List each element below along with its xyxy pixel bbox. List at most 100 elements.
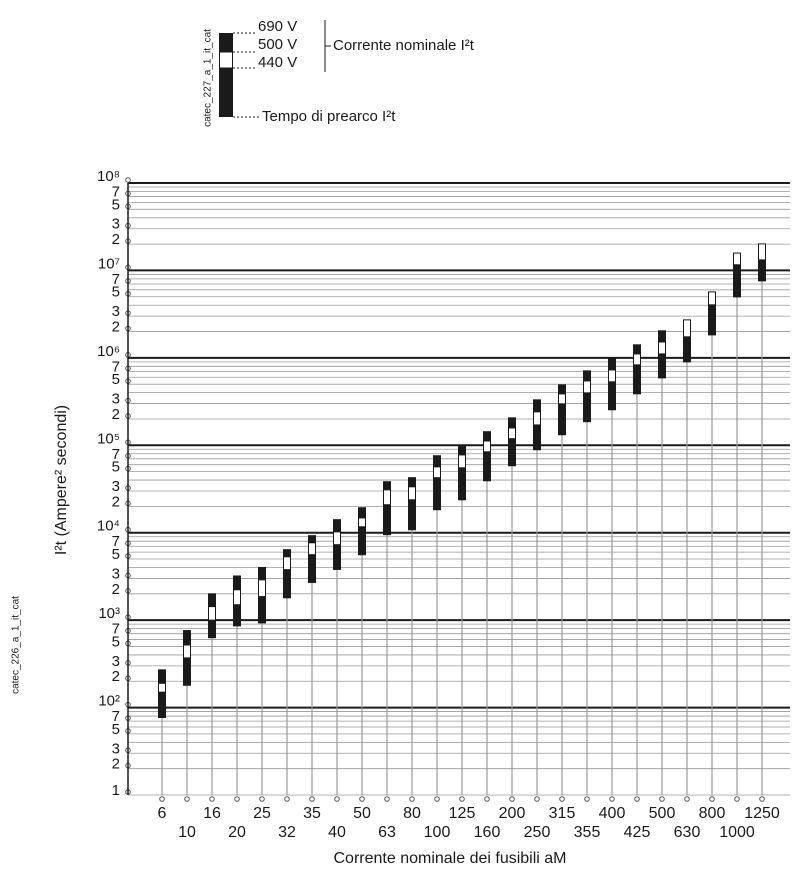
bar-segment	[383, 489, 391, 506]
bar-segment	[283, 556, 291, 571]
y-tick-label: 5	[112, 633, 120, 650]
x-tick-mark	[459, 796, 465, 802]
y-tick-label: 3	[112, 740, 120, 757]
bar-segment	[633, 353, 641, 366]
y-tick-label: 2	[112, 581, 120, 598]
y-tick-label: 7	[112, 621, 120, 638]
bar-segment	[508, 417, 516, 429]
y-tick-label: 7	[112, 533, 120, 550]
bar-segment	[658, 330, 666, 343]
x-tick-label: 425	[624, 824, 651, 841]
y-tick-label: 3	[112, 653, 120, 670]
bar-segment	[283, 569, 291, 599]
bar-segment	[333, 544, 341, 570]
y-tick-label: 10⁸	[97, 168, 120, 185]
x-tick-label: 35	[303, 805, 321, 822]
x-tick-mark	[184, 796, 190, 802]
y-tick-label: 3	[112, 565, 120, 582]
x-tick-mark	[534, 796, 540, 802]
x-tick-label: 63	[378, 824, 396, 841]
y-tick-label: 2	[112, 493, 120, 510]
x-axis-label: Corrente nominale dei fusibili aM	[334, 850, 567, 867]
x-tick-mark	[659, 796, 665, 802]
y-tick-label: 10⁷	[98, 255, 120, 272]
y-tick-label: 1	[112, 782, 120, 799]
bar-segment	[758, 259, 766, 282]
x-tick-mark	[509, 796, 515, 802]
y-tick-label: 3	[112, 216, 120, 233]
bar-segment	[608, 357, 616, 371]
y-axis-label: I²t (Ampere² secondi)	[53, 405, 70, 555]
tick-mark	[125, 177, 131, 183]
x-tick-label: 100	[424, 824, 451, 841]
x-tick-mark	[734, 796, 740, 802]
x-tick-mark	[709, 796, 715, 802]
annotation: Corrente nominale I²t	[333, 37, 475, 54]
x-tick-label: 500	[649, 805, 676, 822]
bar-segment	[233, 589, 241, 606]
bar-segment	[433, 466, 441, 479]
x-tick-label: 20	[228, 824, 246, 841]
x-tick-label: 355	[574, 824, 601, 841]
x-tick-label: 50	[353, 805, 371, 822]
bar-segment	[733, 264, 741, 298]
bar-segment	[533, 411, 541, 426]
x-tick-mark	[234, 796, 240, 802]
x-tick-mark	[584, 796, 590, 802]
x-tick-mark	[634, 796, 640, 802]
bar-segment	[183, 630, 191, 646]
y-tick-label: 2	[112, 231, 120, 248]
x-tick-label: 80	[403, 805, 421, 822]
bar-segment	[733, 252, 741, 266]
bar-segment	[258, 579, 266, 598]
bar-segment	[258, 567, 266, 581]
x-tick-label: 250	[524, 824, 551, 841]
y-tick-label: 5	[112, 196, 120, 213]
bar-segment	[208, 593, 216, 608]
y-tick-label: 7	[112, 271, 120, 288]
legend-swatch	[219, 68, 233, 117]
y-tick-label: 7	[112, 184, 120, 201]
bar-segment	[558, 393, 566, 405]
bar-segment	[308, 542, 316, 556]
bar-segment	[483, 431, 491, 442]
x-tick-label: 800	[699, 805, 726, 822]
y-tick-label: 3	[112, 478, 120, 495]
bar-segment	[483, 451, 491, 482]
x-tick-mark	[759, 796, 765, 802]
bar-segment	[433, 477, 441, 511]
y-tick-label: 2	[112, 668, 120, 685]
bar-segment	[358, 517, 366, 528]
y-tick-label: 10³	[98, 605, 120, 622]
bar-segment	[158, 682, 166, 693]
bar-segment	[458, 454, 466, 469]
x-tick-mark	[434, 796, 440, 802]
annotation: catec_227_a_1_it_cat	[203, 29, 214, 127]
bar-segment	[633, 364, 641, 395]
bar-segment	[233, 604, 241, 627]
bar-segment	[633, 344, 641, 355]
x-tick-label: 32	[278, 824, 296, 841]
y-tick-label: 5	[112, 721, 120, 738]
x-tick-mark	[409, 796, 415, 802]
bar-segment	[458, 467, 466, 501]
y-tick-label: 7	[112, 708, 120, 725]
bar-segment	[508, 438, 516, 467]
bar-segment	[758, 243, 766, 261]
bar-segment	[708, 304, 716, 336]
bar-segment	[508, 427, 516, 440]
y-tick-label: 5	[112, 284, 120, 301]
legend-label: 500 V	[258, 36, 297, 53]
bar-segment	[358, 526, 366, 556]
bar-segment	[483, 440, 491, 453]
legend-label: 690 V	[258, 18, 297, 35]
y-tick-label: 10⁴	[97, 518, 120, 535]
bar-segment	[383, 481, 391, 491]
x-tick-mark	[359, 796, 365, 802]
y-tick-label: 10²	[98, 693, 120, 710]
bar-segment	[583, 392, 591, 423]
bar-segment	[608, 369, 616, 383]
annotation: catec_226_a_1_it_cat	[11, 596, 22, 694]
bar-segment	[533, 424, 541, 451]
y-tick-label: 5	[112, 371, 120, 388]
